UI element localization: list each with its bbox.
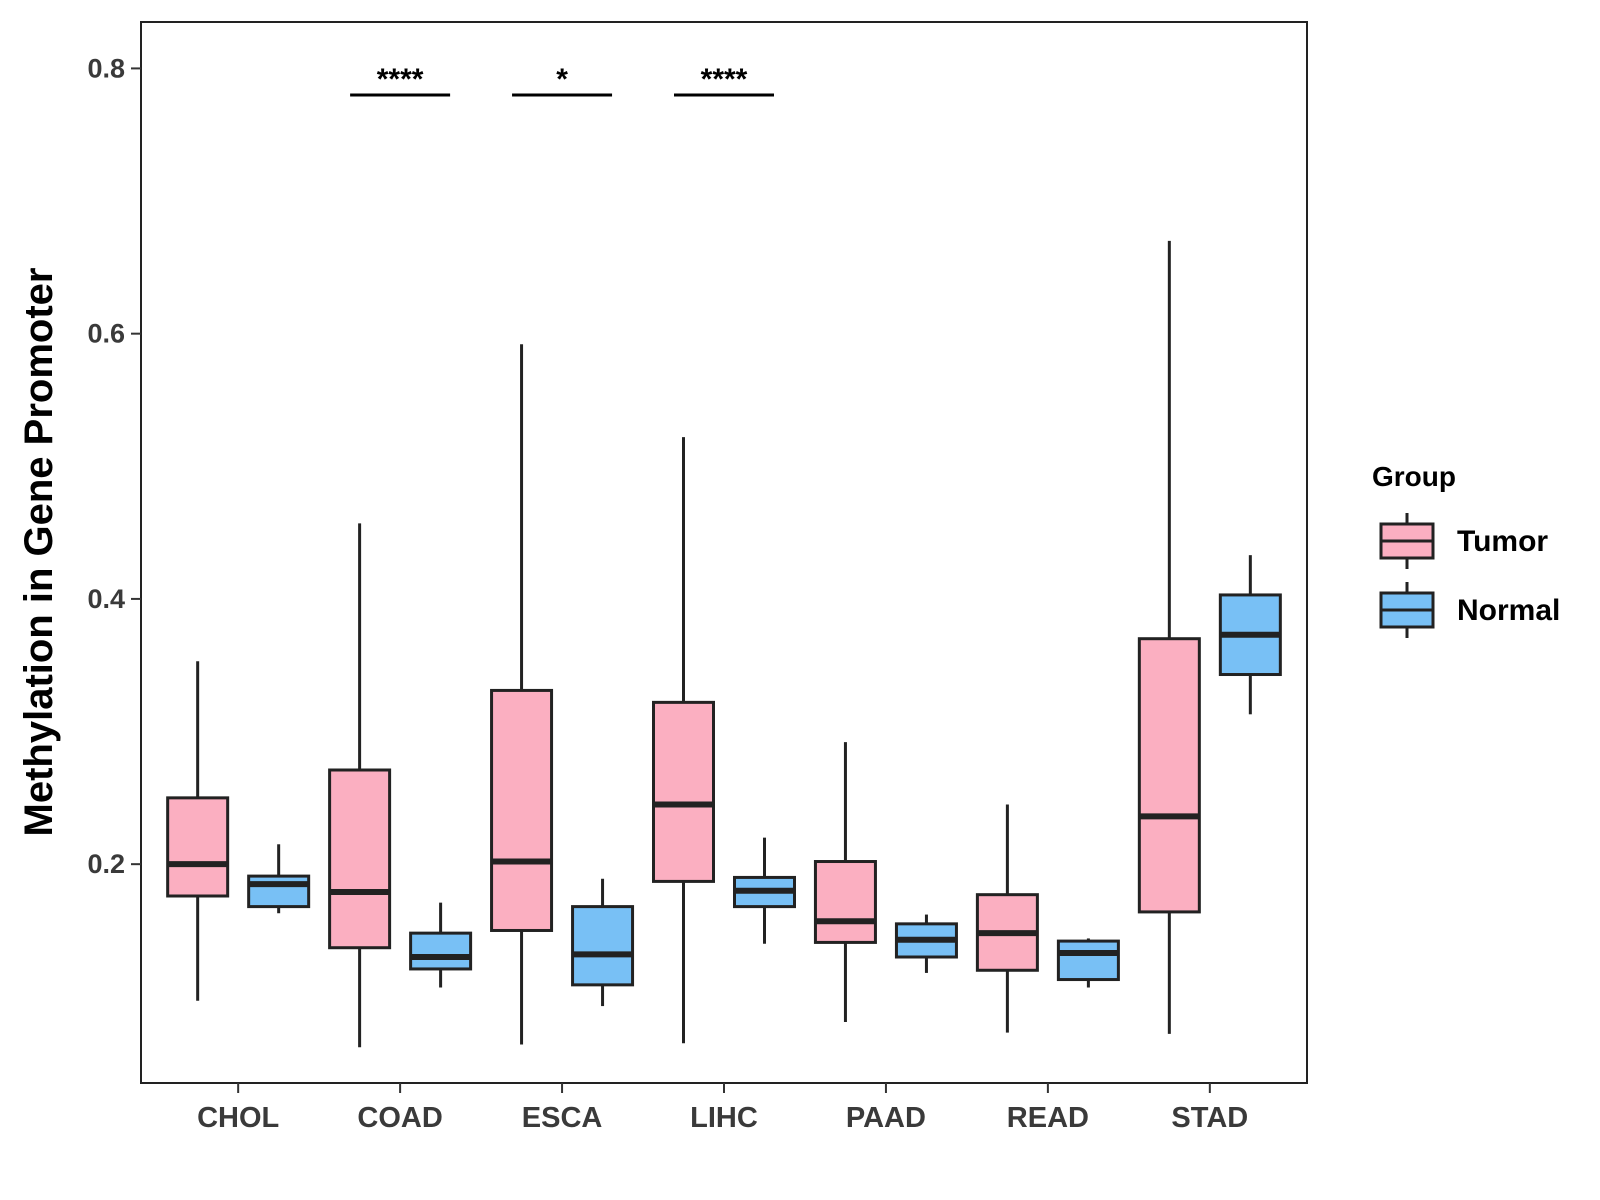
legend-entry-tumor: Tumor bbox=[1379, 513, 1548, 569]
box-normal-read bbox=[1056, 938, 1120, 988]
y-tick-label: 0.2 bbox=[87, 849, 125, 879]
box-iqr bbox=[652, 700, 715, 883]
x-tick-label-chol: CHOL bbox=[197, 1102, 279, 1134]
box-tumor-esca bbox=[490, 344, 554, 1045]
plot-panel-border bbox=[140, 21, 1308, 1084]
x-tick-label-stad: STAD bbox=[1171, 1102, 1248, 1134]
x-tick-label-lihc: LIHC bbox=[690, 1102, 758, 1134]
box-iqr bbox=[1137, 637, 1201, 914]
y-tick-label: 0.4 bbox=[87, 584, 125, 614]
box-iqr bbox=[813, 860, 877, 944]
box-iqr bbox=[409, 931, 473, 971]
box-iqr bbox=[247, 874, 311, 909]
x-tick-label-read: READ bbox=[1007, 1102, 1089, 1134]
box-iqr bbox=[571, 905, 635, 987]
significance-label: * bbox=[556, 63, 568, 96]
box-iqr bbox=[328, 768, 392, 950]
y-tick-label: 0.6 bbox=[87, 319, 125, 349]
box-tumor-chol bbox=[166, 661, 230, 1001]
y-tick-label: 0.8 bbox=[87, 53, 125, 83]
box-normal-lihc bbox=[733, 837, 796, 944]
x-tick-label-paad: PAAD bbox=[846, 1102, 926, 1134]
box-normal-chol bbox=[247, 844, 311, 914]
box-tumor-read bbox=[975, 804, 1039, 1033]
box-normal-stad bbox=[1218, 555, 1282, 715]
y-axis-label: Methylation in Gene Promoter bbox=[17, 268, 61, 837]
box-iqr bbox=[490, 688, 554, 932]
box-tumor-lihc bbox=[652, 437, 715, 1044]
box-iqr bbox=[1056, 939, 1120, 982]
legend-label: Normal bbox=[1457, 594, 1560, 627]
x-tick-label-esca: ESCA bbox=[522, 1102, 603, 1134]
significance-label: **** bbox=[701, 63, 748, 96]
box-normal-coad bbox=[409, 902, 473, 988]
x-tick-label-coad: COAD bbox=[357, 1102, 442, 1134]
legend-label: Tumor bbox=[1457, 525, 1548, 558]
legend-title: Group bbox=[1372, 461, 1456, 492]
legend-entry-normal: Normal bbox=[1379, 582, 1560, 638]
box-tumor-paad bbox=[813, 742, 877, 1022]
significance-label: **** bbox=[377, 63, 424, 96]
box-normal-esca bbox=[571, 878, 635, 1007]
box-tumor-stad bbox=[1137, 240, 1201, 1034]
box-iqr bbox=[166, 796, 230, 898]
box-tumor-coad bbox=[328, 523, 392, 1048]
box-normal-paad bbox=[894, 914, 958, 973]
